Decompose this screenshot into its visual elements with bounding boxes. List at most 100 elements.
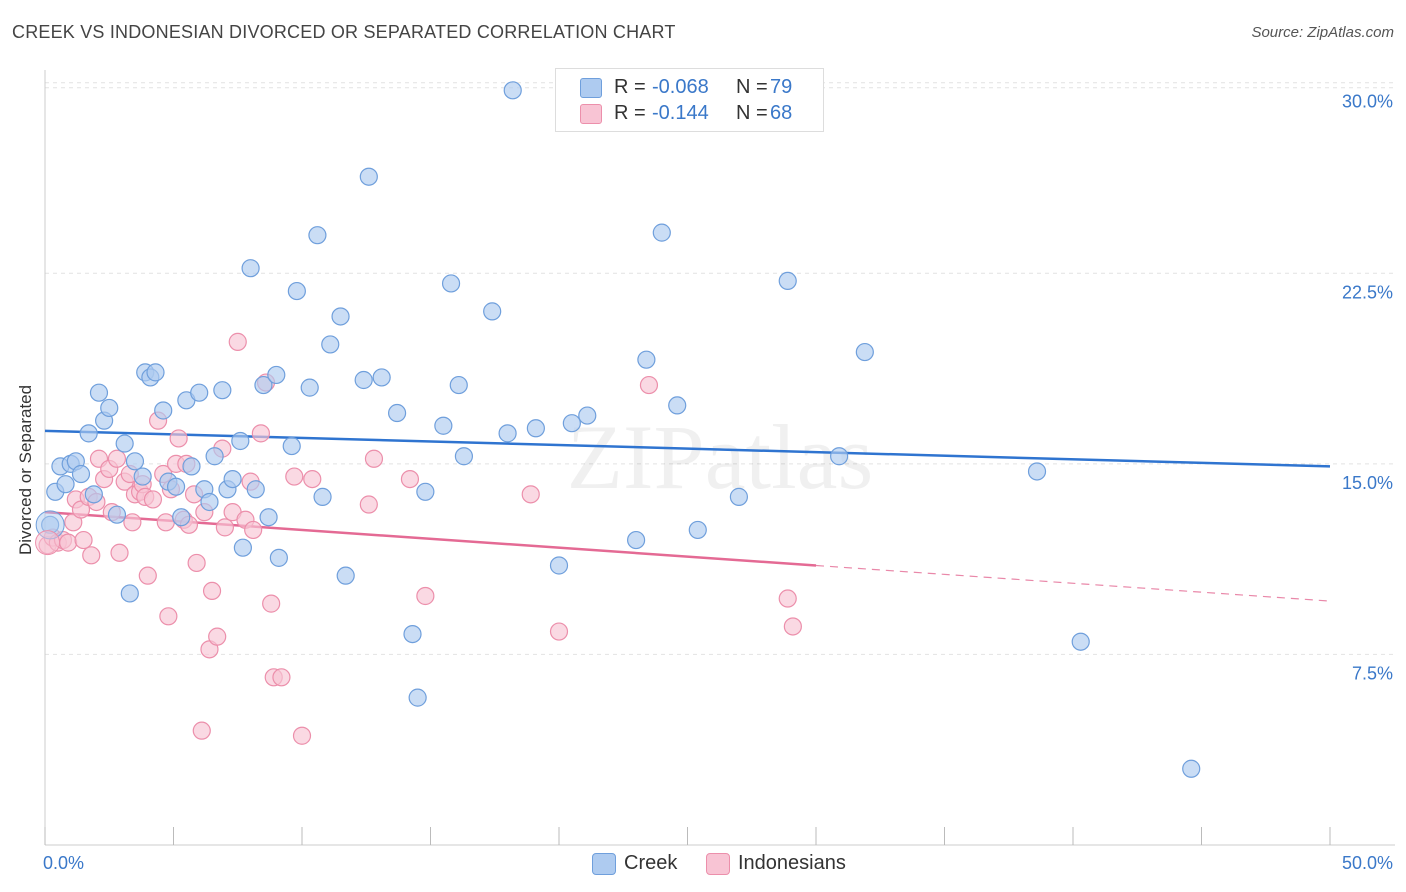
creek-point [267, 365, 286, 385]
creek-point [308, 226, 327, 245]
indonesians-point [639, 375, 659, 395]
creek-point [282, 436, 301, 456]
creek-point [269, 548, 288, 567]
r-label: R = [614, 76, 646, 98]
indonesians-point [521, 485, 540, 504]
indonesians-point [285, 467, 304, 486]
creek-point [287, 281, 306, 301]
y-tick-label: 22.5% [1342, 282, 1393, 302]
creek-point [372, 368, 391, 387]
indonesians-point [416, 586, 435, 606]
creek-point [562, 414, 581, 433]
y-tick-label: 7.5% [1352, 663, 1393, 683]
creek-point [668, 396, 687, 415]
indonesians-point [272, 668, 291, 687]
creek-point [1182, 759, 1201, 778]
creek-point [100, 398, 119, 418]
creek-point [778, 271, 797, 291]
creek-point [259, 508, 278, 527]
correlation-legend: R = -0.068 N = 79 R = -0.144 N = 68 [555, 68, 824, 132]
indonesians-point [228, 332, 247, 351]
creek-point [354, 370, 373, 390]
indonesians-legend-swatch [706, 853, 730, 875]
indonesians-point [169, 429, 188, 448]
creek-point [855, 342, 874, 362]
creek-point [688, 520, 707, 540]
indonesians-point [202, 581, 222, 601]
n-label: N = [736, 102, 768, 124]
chart-title: CREEK VS INDONESIAN DIVORCED OR SEPARATE… [12, 22, 676, 42]
creek-point [223, 469, 242, 489]
legend-indonesians: Indonesians [738, 852, 846, 874]
y-tick-label: 30.0% [1342, 92, 1393, 112]
axes [44, 70, 1395, 846]
creek-point [416, 482, 435, 501]
creek-point [107, 505, 127, 524]
creek-point [182, 457, 201, 476]
creek-point [190, 383, 209, 402]
legend-row-indonesians: R = -0.144 N = 68 [556, 101, 823, 127]
indonesians-point [215, 518, 234, 537]
legend-row-creek: R = -0.068 N = 79 [556, 75, 823, 101]
indonesians-point [359, 495, 378, 514]
indonesians-point [292, 726, 312, 745]
creek-point [331, 307, 350, 326]
creek-point [503, 81, 522, 100]
creek-point [89, 383, 109, 402]
indonesians-point [303, 469, 322, 489]
watermark: ZIPatlas [567, 406, 874, 508]
legend-creek: Creek [624, 852, 678, 874]
indonesians-point [364, 449, 384, 468]
x-tick-label: 0.0% [43, 853, 84, 873]
indonesians-point [251, 424, 270, 443]
creek-point [241, 259, 260, 278]
data-points [35, 81, 1201, 778]
creek-point [637, 350, 656, 369]
indonesians-point [244, 520, 263, 540]
indonesians-point [82, 546, 101, 565]
creek-point [830, 447, 849, 466]
indonesians-point [110, 543, 129, 562]
indonesians-point [123, 513, 142, 532]
indonesians-point [35, 530, 61, 556]
indonesians-trend-extension [815, 564, 1331, 602]
creek-point [84, 485, 103, 504]
creek-point [213, 381, 232, 400]
creek-point [125, 452, 145, 471]
creek-swatch [580, 78, 602, 98]
creek-point [71, 464, 91, 484]
indonesians-point [192, 721, 211, 740]
creek-point [205, 447, 224, 466]
creek-point [498, 424, 517, 443]
creek-point [387, 403, 407, 423]
creek-point [434, 416, 453, 435]
indonesians-point [138, 566, 157, 585]
r-label: R = [614, 102, 646, 124]
indonesians-point [74, 530, 93, 550]
creek-point [1071, 632, 1090, 651]
creek-point [652, 223, 671, 242]
creek-point [454, 447, 474, 466]
creek-point [359, 167, 378, 186]
creek-point [408, 688, 427, 707]
creek-legend-swatch [592, 853, 616, 875]
creek-point [166, 477, 186, 496]
creek-point [321, 335, 340, 354]
creek-point [79, 424, 98, 443]
creek-point [578, 406, 597, 425]
indonesians-point [778, 589, 797, 608]
creek-point [1027, 462, 1047, 481]
creek-point [483, 302, 502, 321]
indonesians-point [549, 622, 569, 641]
creek-point [449, 375, 468, 395]
indonesians-point [159, 607, 178, 626]
indonesians-swatch [580, 104, 602, 124]
creek-point [246, 480, 265, 499]
tick-labels: 7.5% 15.0% 22.5% 30.0% 0.0% 50.0% [43, 92, 1393, 873]
creek-point [172, 508, 191, 527]
creek-point [146, 363, 165, 382]
creek-point [300, 378, 319, 397]
x-tick-label: 50.0% [1342, 853, 1393, 873]
creek-point [133, 467, 152, 486]
